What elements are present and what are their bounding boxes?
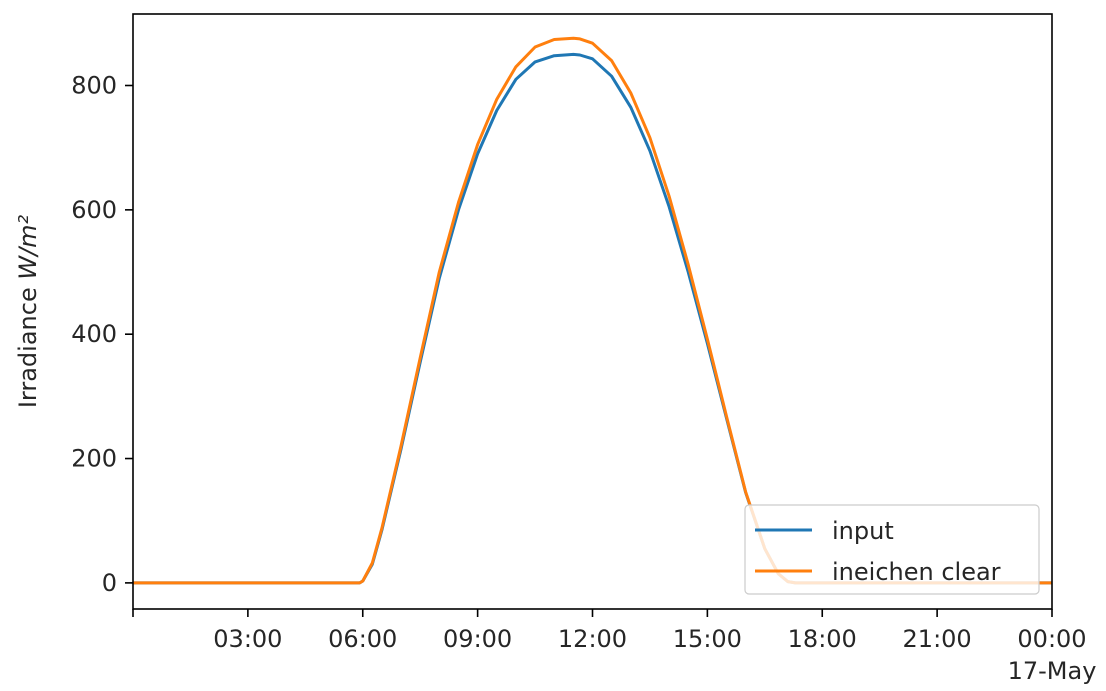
x-tick-label: 09:00 <box>443 625 512 653</box>
x-tick-label: 03:00 <box>213 625 282 653</box>
series-line-input <box>133 52 1052 585</box>
y-tick-label: 0 <box>102 569 117 597</box>
ticks-layer: 0 200 400 600 800 03:00 06:00 09:00 12:00 15:00 18… <box>71 71 1096 685</box>
x-tick-label: 21:00 <box>903 625 972 653</box>
x-tick-label: 18:00 <box>788 625 857 653</box>
y-axis-label-unit: W/m² <box>14 214 42 279</box>
legend-box <box>744 504 1040 595</box>
y-tick-label: 600 <box>71 196 117 224</box>
series-layer <box>133 36 1052 585</box>
y-axis-label-text: Irradiance <box>14 287 42 408</box>
y-axis-label: Irradiance W/m² <box>14 214 42 408</box>
legend: input ineichen clear <box>744 504 1040 595</box>
x-tick-label: 15:00 <box>673 625 742 653</box>
x-tick-label: 12:00 <box>558 625 627 653</box>
y-tick-label: 200 <box>71 445 117 473</box>
y-tick-label: 400 <box>71 320 117 348</box>
x-tick-sublabel: 17-May <box>1008 657 1097 685</box>
legend-label-ineichen-clear: ineichen clear <box>832 558 1001 586</box>
legend-label-input: input <box>832 517 894 545</box>
y-tick-label: 800 <box>71 71 117 99</box>
series-line-ineichen-clear <box>133 36 1052 585</box>
x-tick-label: 00:00 <box>1017 625 1086 653</box>
x-tick-label: 06:00 <box>328 625 397 653</box>
